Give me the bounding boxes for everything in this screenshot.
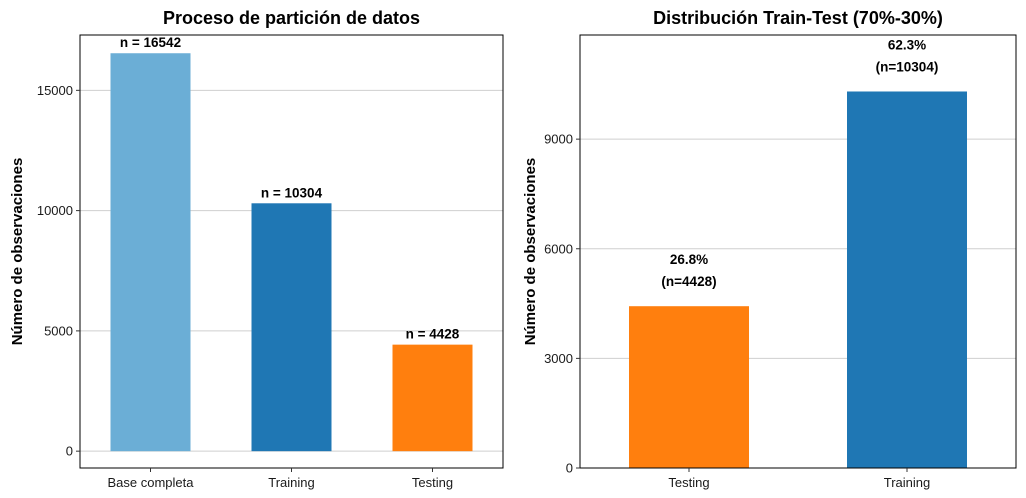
y-tick-label-3000: 3000: [544, 351, 573, 366]
chart-title: Proceso de partición de datos: [163, 8, 420, 28]
bar-training: [847, 91, 967, 468]
data-label-0-0: 26.8%: [670, 252, 708, 267]
y-tick-label-9000: 9000: [544, 132, 573, 147]
y-tick-label-15000: 15000: [37, 83, 73, 98]
chart-partition-process: n = 16542 n = 10304 n = 4428 0 5000 10000 1500…: [9, 8, 504, 490]
y-tick-label-0: 0: [66, 444, 73, 459]
x-tick-label-0: Base completa: [108, 475, 195, 490]
bar-testing: [392, 344, 473, 452]
x-tick-label-1: Training: [268, 475, 314, 490]
plot-frame: [579, 34, 1017, 469]
y-tick-label-10000: 10000: [37, 203, 73, 218]
x-tick-label-1: Training: [884, 475, 930, 490]
data-label-1-0: n = 10304: [261, 185, 323, 200]
chart-train-test-distribution: 26.8% (n=4428) 62.3% (n=10304) 0 3000 6000 9000…: [522, 8, 1017, 490]
y-axis-label: Número de observaciones: [522, 158, 539, 346]
y-tick-label-5000: 5000: [44, 323, 73, 338]
chart-title: Distribución Train-Test (70%-30%): [653, 8, 943, 28]
data-label-1-1: (n=10304): [876, 59, 939, 74]
data-label-1-0: 62.3%: [888, 37, 926, 52]
data-label-0-0: n = 16542: [120, 35, 181, 50]
y-tick-label-6000: 6000: [544, 241, 573, 256]
bar-testing: [629, 306, 749, 468]
y-tick-label-0: 0: [566, 461, 573, 476]
data-label-2-0: n = 4428: [406, 327, 460, 342]
x-tick-label-0: Testing: [668, 475, 709, 490]
x-tick-label-2: Testing: [412, 475, 453, 490]
bar-training: [251, 203, 332, 452]
bar-base-completa: [110, 53, 191, 452]
data-label-0-1: (n=4428): [661, 274, 716, 289]
y-axis-label: Número de observaciones: [9, 158, 26, 346]
